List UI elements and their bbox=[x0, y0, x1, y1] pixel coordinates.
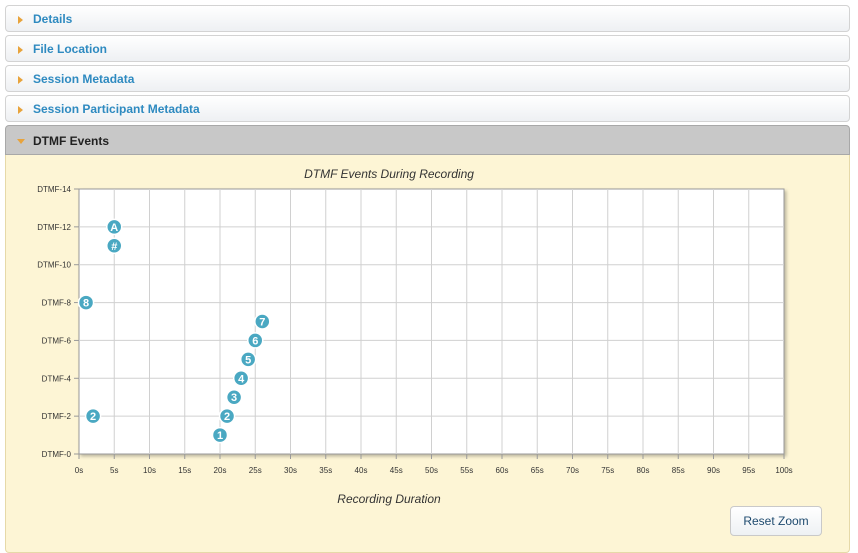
dtmf-event-point[interactable]: 7 bbox=[254, 313, 271, 330]
dtmf-event-point[interactable]: A bbox=[106, 218, 123, 236]
dtmf-point-label: 4 bbox=[238, 373, 245, 385]
caret-right-icon bbox=[18, 16, 23, 24]
y-tick-label: DTMF-4 bbox=[42, 374, 72, 383]
dtmf-scatter-chart[interactable]: 0s 5s 10s 15s 20s 25s 30s 35s 40s 45s 50s 55s 60s 65s… bbox=[6, 155, 849, 552]
dtmf-event-point[interactable]: 3 bbox=[225, 388, 243, 406]
x-tick-label: 95s bbox=[742, 466, 755, 475]
axis-layer: 0s 5s 10s 15s 20s 25s 30s 35s 40s 45s 50s 55s 60s 65s… bbox=[37, 185, 792, 475]
accordion-header-dtmf-events[interactable]: DTMF Events bbox=[5, 125, 850, 155]
accordion-header-label: Session Participant Metadata bbox=[33, 102, 200, 116]
dtmf-point-label: 7 bbox=[259, 317, 265, 329]
dtmf-point-marker bbox=[247, 332, 264, 349]
y-tick-label: DTMF-0 bbox=[42, 450, 72, 459]
dtmf-point-marker bbox=[239, 351, 257, 368]
accordion-header-label: Details bbox=[33, 12, 73, 26]
accordion-header-label: DTMF Events bbox=[33, 134, 110, 148]
dtmf-point-marker bbox=[218, 407, 236, 425]
accordion: Details File Location Session Metadata S… bbox=[5, 5, 850, 553]
dtmf-point-label: 1 bbox=[217, 430, 223, 442]
dtmf-event-point[interactable]: # bbox=[106, 237, 123, 255]
chart-title: DTMF Events During Recording bbox=[304, 167, 474, 181]
x-tick-label: 100s bbox=[775, 466, 792, 475]
x-tick-label: 20s bbox=[214, 466, 227, 475]
x-tick-label: 45s bbox=[390, 466, 403, 475]
x-tick-label: 35s bbox=[319, 466, 332, 475]
dtmf-point-label: 3 bbox=[231, 392, 237, 404]
dtmf-point-label: 5 bbox=[245, 354, 251, 366]
x-tick-label: 15s bbox=[178, 466, 191, 475]
accordion-header-label: Session Metadata bbox=[33, 72, 135, 86]
accordion-header-label: File Location bbox=[33, 42, 108, 56]
accordion-header-session-metadata[interactable]: Session Metadata bbox=[5, 65, 850, 92]
y-tick-label: DTMF-14 bbox=[37, 185, 71, 194]
x-tick-label: 65s bbox=[531, 466, 544, 475]
x-tick-label: 70s bbox=[566, 466, 579, 475]
dtmf-point-marker bbox=[211, 426, 229, 444]
caret-right-icon bbox=[18, 106, 23, 114]
x-tick-label: 55s bbox=[460, 466, 473, 475]
dtmf-point-label: A bbox=[110, 222, 118, 234]
x-tick-label: 10s bbox=[143, 466, 156, 475]
y-tick-label: DTMF-10 bbox=[37, 261, 71, 270]
accordion-header-file-location[interactable]: File Location bbox=[5, 35, 850, 62]
dtmf-point-marker bbox=[77, 294, 95, 311]
x-axis-title: Recording Duration bbox=[337, 492, 441, 506]
x-tick-label: 90s bbox=[707, 466, 720, 475]
accordion-header-session-participant-metadata[interactable]: Session Participant Metadata bbox=[5, 95, 850, 122]
x-tick-label: 80s bbox=[637, 466, 650, 475]
x-tick-label: 5s bbox=[110, 466, 118, 475]
dtmf-point-marker bbox=[232, 370, 250, 387]
grid-layer bbox=[79, 189, 784, 454]
dtmf-point-label: 6 bbox=[252, 335, 258, 347]
dtmf-event-point[interactable]: 1 bbox=[211, 426, 229, 444]
x-tick-label: 75s bbox=[601, 466, 614, 475]
y-tick-label: DTMF-8 bbox=[42, 299, 72, 308]
x-tick-label: 30s bbox=[284, 466, 297, 475]
x-tick-label: 85s bbox=[672, 466, 685, 475]
caret-down-icon bbox=[17, 139, 25, 144]
y-tick-label: DTMF-2 bbox=[42, 412, 72, 421]
dtmf-event-point[interactable]: 6 bbox=[247, 332, 264, 349]
y-tick-label: DTMF-6 bbox=[42, 336, 72, 345]
caret-right-icon bbox=[18, 46, 23, 54]
dtmf-event-point[interactable]: 5 bbox=[239, 351, 257, 368]
dtmf-events-panel: 0s 5s 10s 15s 20s 25s 30s 35s 40s 45s 50s 55s 60s 65s… bbox=[5, 155, 850, 553]
x-tick-label: 40s bbox=[355, 466, 368, 475]
dtmf-point-marker bbox=[225, 388, 243, 406]
x-tick-label: 50s bbox=[425, 466, 438, 475]
dtmf-point-label: 2 bbox=[224, 411, 230, 423]
x-tick-label: 0s bbox=[75, 466, 83, 475]
x-tick-label: 25s bbox=[249, 466, 262, 475]
y-tick-label: DTMF-12 bbox=[37, 223, 71, 232]
dtmf-event-point[interactable]: 8 bbox=[77, 294, 95, 311]
dtmf-point-marker bbox=[254, 313, 271, 330]
dtmf-point-label: 2 bbox=[90, 411, 96, 423]
dtmf-point-marker bbox=[106, 218, 123, 236]
dtmf-event-point[interactable]: 2 bbox=[218, 407, 236, 425]
reset-zoom-button[interactable]: Reset Zoom bbox=[730, 506, 822, 536]
dtmf-event-point[interactable]: 4 bbox=[232, 370, 250, 387]
dtmf-point-label: 8 bbox=[83, 298, 89, 310]
x-tick-label: 60s bbox=[496, 466, 509, 475]
caret-right-icon bbox=[18, 76, 23, 84]
dtmf-event-point[interactable]: 2 bbox=[84, 407, 102, 425]
dtmf-point-marker bbox=[106, 237, 123, 255]
dtmf-point-label: # bbox=[111, 241, 117, 253]
accordion-header-details[interactable]: Details bbox=[5, 5, 850, 32]
dtmf-point-marker bbox=[84, 407, 102, 425]
